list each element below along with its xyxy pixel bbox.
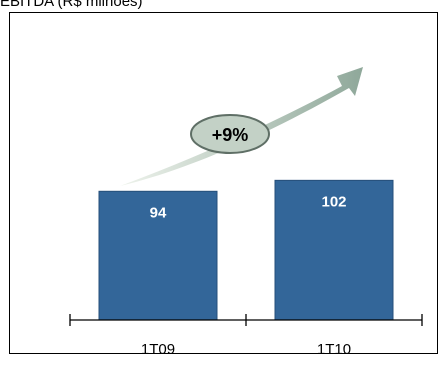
- bar-1T09: [98, 190, 218, 321]
- data-label-1T09: 94: [150, 204, 167, 221]
- data-label-1T10: 102: [321, 193, 346, 210]
- x-tick-label-1T09: 1T09: [141, 341, 175, 358]
- chart-title: EBITDA (R$ milhões): [0, 0, 143, 10]
- growth-arrow: [120, 67, 363, 186]
- growth-badge: [190, 114, 270, 154]
- chart-frame: [9, 12, 438, 354]
- growth-badge-label: +9%: [212, 125, 249, 145]
- x-tick-label-1T10: 1T10: [317, 341, 351, 358]
